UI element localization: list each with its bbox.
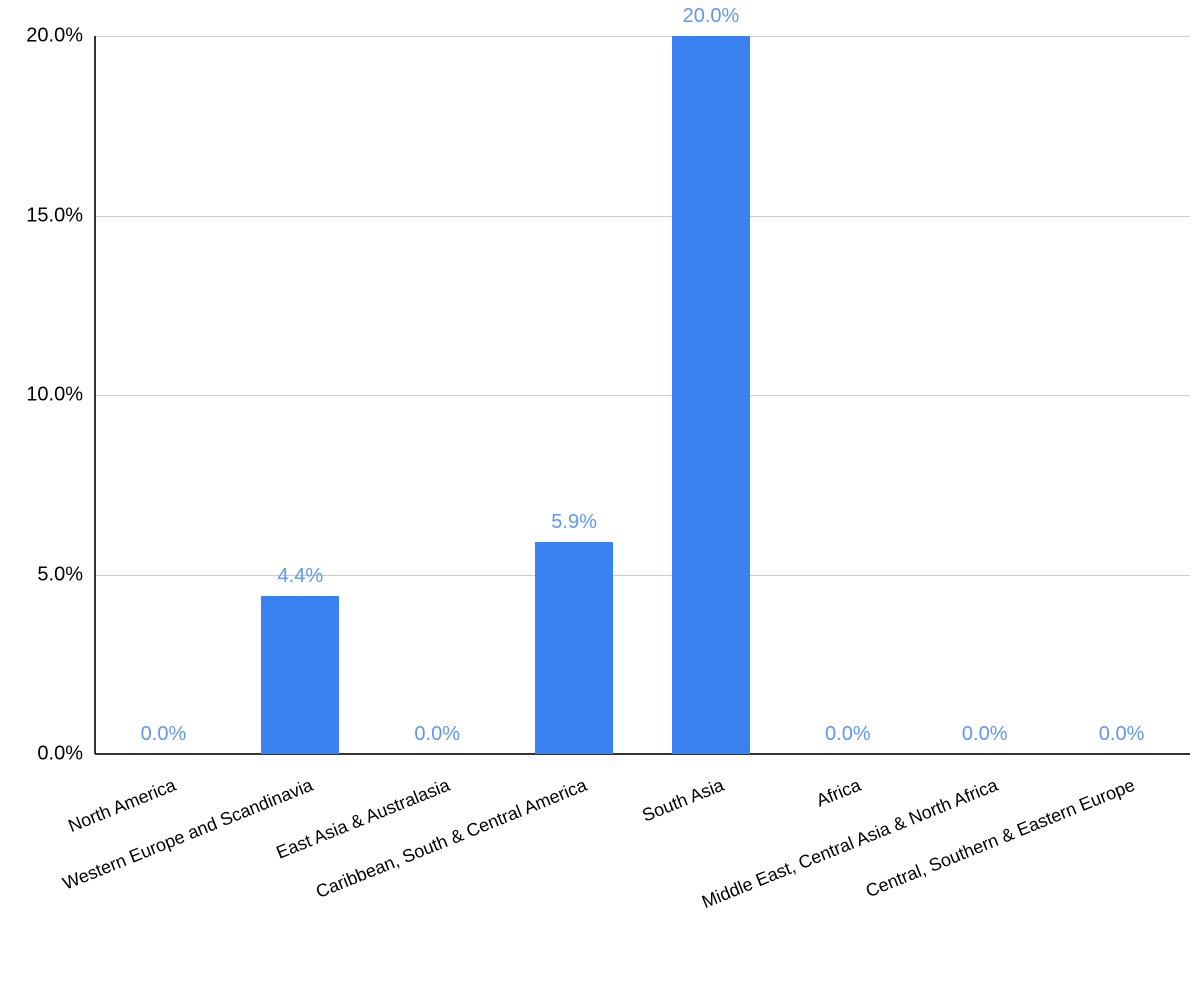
bar-value-label: 0.0% <box>1099 723 1145 746</box>
plot-area: 0.0%5.0%10.0%15.0%20.0%0.0%North America… <box>95 36 1190 754</box>
x-axis-line <box>95 753 1190 755</box>
bar <box>261 596 339 754</box>
bar-value-label: 0.0% <box>825 723 871 746</box>
bar-value-label: 5.9% <box>551 511 597 534</box>
bar-value-label: 0.0% <box>141 723 187 746</box>
x-tick-label: Western Europe and Scandinavia <box>60 775 316 895</box>
y-tick-label: 5.0% <box>37 563 95 586</box>
bar-value-label: 4.4% <box>278 565 324 588</box>
y-tick-label: 20.0% <box>26 25 95 48</box>
bar-value-label: 0.0% <box>414 723 460 746</box>
y-tick-label: 0.0% <box>37 743 95 766</box>
gridline <box>95 575 1190 576</box>
bar <box>535 542 613 754</box>
gridline <box>95 395 1190 396</box>
gridline <box>95 216 1190 217</box>
y-tick-label: 10.0% <box>26 384 95 407</box>
bar <box>672 36 750 754</box>
y-tick-label: 15.0% <box>26 204 95 227</box>
x-tick-label: Africa <box>813 775 864 812</box>
bar-value-label: 0.0% <box>962 723 1008 746</box>
bar-chart: 0.0% 5.0% 10.0% 15.0% 20.0% 0.0% North America… <box>0 0 1200 1004</box>
x-tick-label: South Asia <box>639 775 727 827</box>
y-axis-line <box>94 36 96 754</box>
bar-value-label: 20.0% <box>683 5 740 28</box>
gridline <box>95 36 1190 37</box>
x-tick-label: North America <box>66 775 180 837</box>
